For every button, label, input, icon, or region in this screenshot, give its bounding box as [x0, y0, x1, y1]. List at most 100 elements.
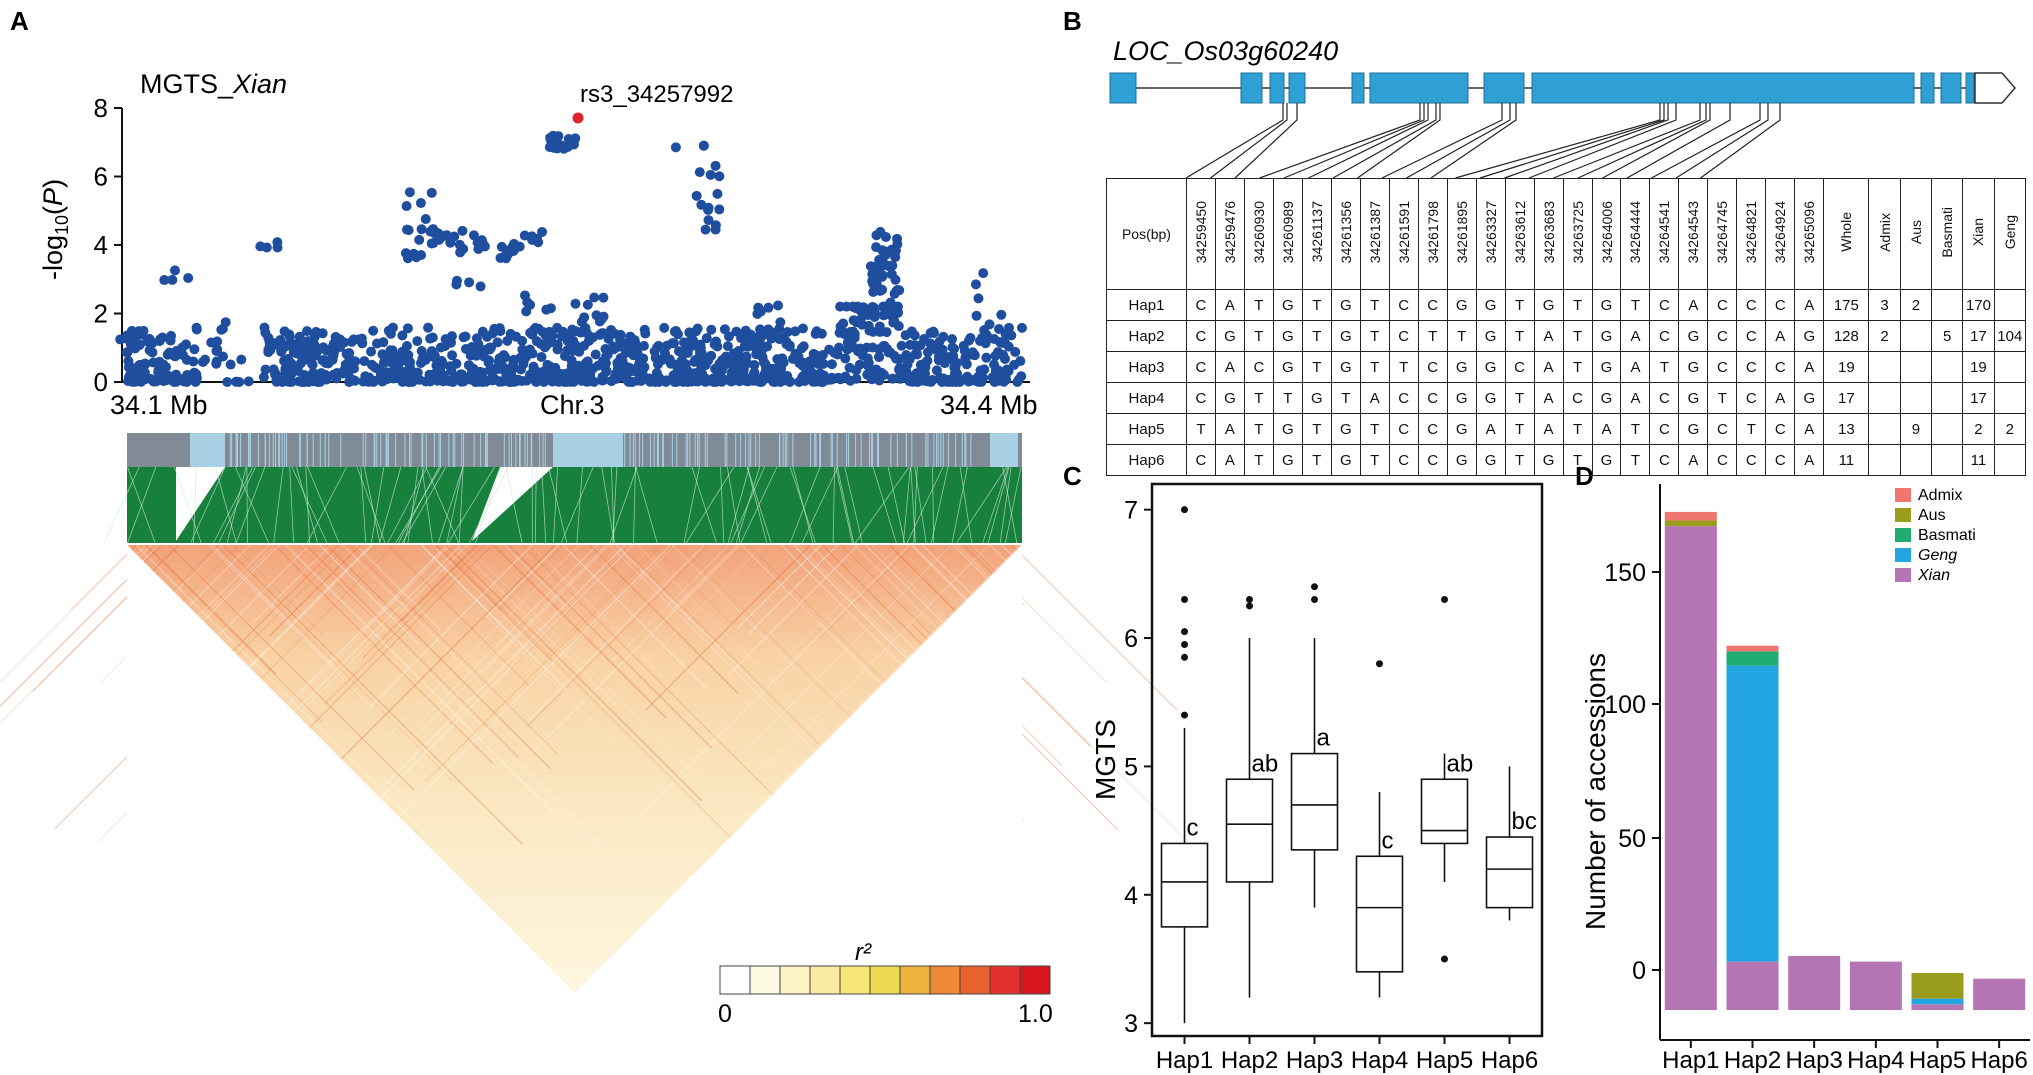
- snp-point: [562, 345, 573, 356]
- snp-point: [605, 343, 616, 354]
- legend-swatch: [1895, 528, 1911, 542]
- snp-point: [243, 376, 254, 387]
- snp-point: [734, 351, 745, 362]
- snp-point: [973, 293, 984, 304]
- allele-cell: A: [1620, 382, 1651, 414]
- gene-model: LOC_Os03g60240: [1109, 36, 2016, 179]
- snp-position-header: 34261356: [1330, 178, 1361, 290]
- allele-cell: C: [1504, 351, 1535, 383]
- allele-cell: C: [1736, 289, 1767, 321]
- snp-point: [476, 235, 487, 246]
- snp-point: [502, 249, 513, 260]
- snp-point: [881, 327, 892, 338]
- snp-point: [874, 344, 885, 355]
- count-cell: [1931, 413, 1964, 445]
- snp-point: [971, 310, 982, 321]
- bar-aus-hap5: [1911, 973, 1964, 999]
- snp-point: [426, 187, 437, 198]
- count-cell: [1868, 413, 1901, 445]
- snp-position-header: 34260989: [1272, 178, 1303, 290]
- snp-point: [468, 230, 479, 241]
- snp-point: [882, 260, 893, 271]
- box-hap2: ab Hap2: [1221, 596, 1278, 1074]
- group-header: Aus: [1899, 178, 1933, 290]
- count-cell: 2: [1899, 289, 1933, 321]
- snp-point: [264, 336, 275, 347]
- allele-cell: C: [1417, 444, 1448, 476]
- allele-cell: G: [1330, 413, 1361, 445]
- count-cell: [1868, 444, 1901, 476]
- snp-pointer: [1406, 103, 1511, 179]
- snp-point: [739, 341, 750, 352]
- legend-label: Geng: [1918, 547, 1957, 564]
- snp-point: [308, 367, 319, 378]
- snp-point: [958, 340, 969, 351]
- snp-point: [316, 368, 327, 379]
- lead-snp-point: [572, 112, 584, 124]
- allele-cell: C: [1388, 382, 1419, 414]
- boxplot-ytick-label: 7: [1124, 497, 1138, 525]
- snp-point: [696, 199, 707, 210]
- snp-position-header: 34261591: [1388, 178, 1419, 290]
- snp-point: [863, 360, 874, 371]
- snp-position-header: 34265096: [1794, 178, 1825, 290]
- allele-cell: C: [1707, 444, 1738, 476]
- snp-point: [324, 355, 335, 366]
- snp-point: [578, 360, 589, 371]
- snp-point: [494, 323, 505, 334]
- snp-point: [287, 341, 298, 352]
- snp-point: [659, 322, 670, 333]
- snp-point: [883, 347, 894, 358]
- snp-point: [378, 357, 389, 368]
- snp-point: [451, 279, 462, 290]
- allele-cell: T: [1330, 382, 1361, 414]
- snp-position-header: 34264006: [1591, 178, 1622, 290]
- allele-cell: G: [1475, 351, 1506, 383]
- snp-point: [653, 376, 664, 387]
- count-cell: 104: [1993, 320, 2027, 352]
- allele-cell: A: [1359, 382, 1390, 414]
- snp-point: [416, 346, 427, 357]
- allele-cell: T: [1243, 413, 1274, 445]
- snp-position-header: 34259450: [1185, 178, 1216, 290]
- snp-point: [403, 250, 414, 261]
- allele-cell: A: [1533, 320, 1564, 352]
- snp-point: [947, 334, 958, 345]
- snp-point: [169, 265, 180, 276]
- snp-point: [401, 201, 412, 212]
- snp-point: [762, 341, 773, 352]
- snp-point: [726, 359, 737, 370]
- allele-cell: C: [1649, 289, 1680, 321]
- snp-point: [477, 326, 488, 337]
- legend-swatch: [1895, 488, 1911, 502]
- allele-cell: G: [1446, 289, 1477, 321]
- boxplot-ytick-label: 4: [1124, 882, 1138, 910]
- allele-cell: T: [1707, 382, 1738, 414]
- snp-point: [807, 369, 818, 380]
- snp-point: [464, 277, 475, 288]
- snp-point: [211, 345, 222, 356]
- snp-point: [733, 369, 744, 380]
- panel-label-b: B: [1063, 6, 1082, 36]
- snp-point: [981, 352, 992, 363]
- allele-cell: T: [1243, 289, 1274, 321]
- snp-point: [328, 369, 339, 380]
- allele-cell: A: [1214, 351, 1245, 383]
- table-header-row: Pos(bp) 34259450 34259476 34260930 34260989…: [1106, 178, 2027, 290]
- snp-point: [868, 278, 879, 289]
- snp-point: [760, 367, 771, 378]
- allele-cell: T: [1649, 351, 1680, 383]
- count-cell: [1868, 382, 1901, 414]
- snp-point: [492, 337, 503, 348]
- snp-point: [390, 354, 401, 365]
- allele-cell: T: [1504, 320, 1535, 352]
- bar-xtick-label: Hap4: [1847, 1047, 1904, 1074]
- manhattan-title: MGTS_Xian: [140, 69, 287, 99]
- bar-geng-hap2: [1726, 665, 1779, 962]
- snp-pointer: [1381, 103, 1503, 179]
- ld-connector: [103, 466, 1022, 544]
- snp-point: [698, 140, 709, 151]
- exon: [1483, 72, 1525, 104]
- allele-cell: C: [1562, 382, 1593, 414]
- snp-point: [934, 355, 945, 366]
